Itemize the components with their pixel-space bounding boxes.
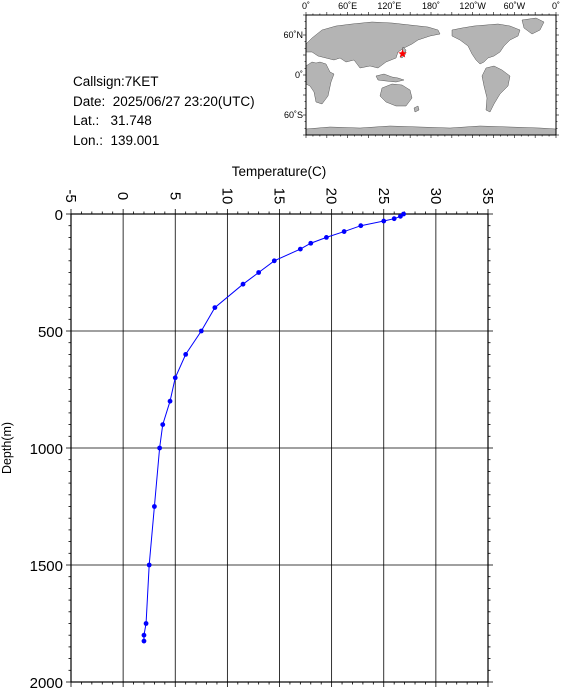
y-tick-label: 1500 (30, 558, 63, 575)
data-point (146, 562, 152, 568)
world-map: 0˚ 60˚E 120˚E 180˚ 120˚W 60˚W 0˚ 60˚N 0˚ 60˚S (283, 1, 560, 138)
map-lat-label: 60˚N (283, 30, 303, 40)
temperature-profile-line (143, 213, 404, 642)
longitude-label: Lon.: 139.001 (73, 132, 160, 148)
data-point (152, 504, 157, 509)
data-point (160, 422, 166, 427)
x-tick-label: 35 (479, 188, 496, 205)
map-lon-label: 0˚ (552, 1, 560, 11)
data-point (143, 621, 149, 626)
data-point (198, 328, 204, 334)
y-axis-label: Depth(m) (0, 422, 14, 474)
data-point (212, 305, 218, 310)
data-point (167, 398, 173, 404)
map-lon-label: 60˚W (504, 1, 526, 11)
map-lat-label: 60˚S (284, 110, 303, 120)
data-point (256, 270, 262, 275)
data-point (308, 240, 314, 246)
x-tick-label: 30 (427, 188, 444, 205)
x-tick-label: 25 (375, 188, 392, 205)
station-info: Callsign:7KET Date: 2025/06/27 23:20(UTC… (73, 72, 255, 150)
data-point (297, 246, 303, 252)
x-tick-label: 10 (218, 188, 235, 205)
map-land (305, 17, 557, 136)
data-point (141, 638, 147, 644)
y-tick-label: 500 (38, 324, 63, 341)
data-point (391, 216, 397, 222)
plot-frame (70, 213, 489, 683)
x-tick-label: 15 (271, 188, 288, 205)
map-lon-label: 120˚W (459, 1, 486, 11)
map-lon-label: 0˚ (302, 1, 310, 11)
y-tick-label: 1000 (30, 441, 63, 458)
data-point (401, 211, 406, 217)
data-point (358, 223, 364, 229)
data-point (157, 445, 163, 451)
data-point (381, 218, 387, 224)
map-lon-label: 60˚E (338, 1, 357, 11)
latitude-label: Lat.: 31.748 (73, 113, 152, 128)
data-point (240, 281, 246, 287)
data-point (398, 213, 403, 219)
data-point (183, 352, 189, 357)
data-point (172, 375, 178, 381)
y-tick-label: 0 (55, 207, 63, 224)
x-tick-label: 0 (114, 192, 131, 200)
callsign-label: Callsign:7KET (73, 74, 159, 89)
station-star-icon (398, 49, 407, 58)
data-point (271, 258, 277, 264)
map-lat-label: 0˚ (295, 70, 303, 80)
x-tick-label: -5 (62, 189, 79, 202)
date-label: Date: 2025/06/27 23:20(UTC) (73, 93, 255, 109)
x-tick-label: 5 (166, 192, 183, 200)
map-lon-label: 120˚E (377, 1, 401, 11)
y-tick-label: 2000 (30, 675, 63, 690)
map-lon-label: 180˚ (422, 1, 440, 11)
data-point (141, 632, 147, 638)
data-point (324, 235, 329, 240)
data-point (341, 229, 347, 234)
x-tick-label: 20 (323, 188, 340, 205)
